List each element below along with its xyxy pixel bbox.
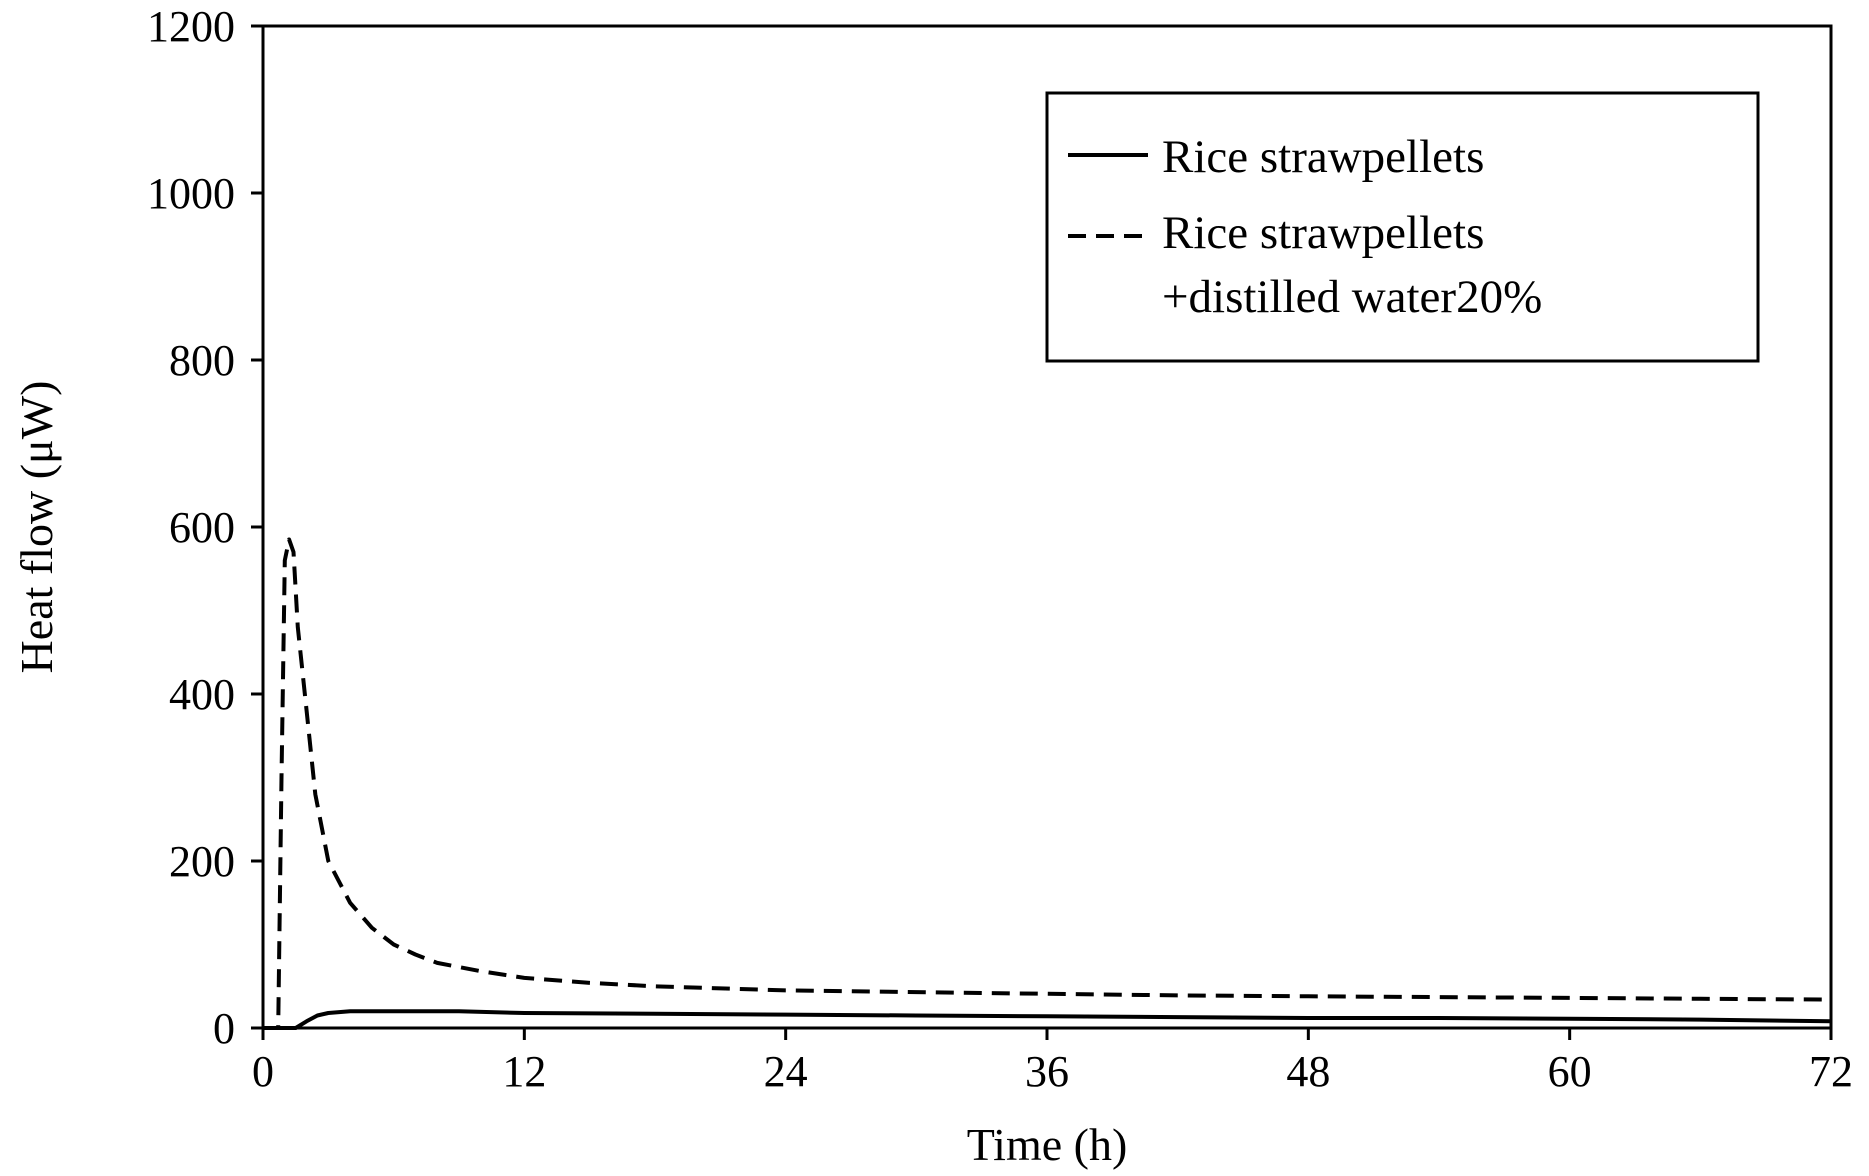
x-tick-label: 36 bbox=[1025, 1047, 1069, 1096]
y-tick-label: 400 bbox=[169, 670, 235, 719]
series-line-rice-strawpellets-water bbox=[263, 537, 1832, 1030]
y-tick-label: 1200 bbox=[147, 2, 235, 51]
y-tick-label: 0 bbox=[213, 1004, 235, 1053]
y-tick-label: 600 bbox=[169, 503, 235, 552]
legend: Rice strawpellets Rice strawpellets +dis… bbox=[1045, 91, 1760, 363]
x-tick-label: 72 bbox=[1809, 1047, 1853, 1096]
y-axis-title: Heat flow (μW) bbox=[11, 381, 62, 674]
y-tick-label: 1000 bbox=[147, 169, 235, 218]
legend-entry-1-label-line1: Rice strawpellets bbox=[1162, 207, 1484, 259]
x-tick-label: 12 bbox=[502, 1047, 546, 1096]
legend-entry-0-label: Rice strawpellets bbox=[1162, 131, 1484, 183]
series-line-rice-strawpellets bbox=[263, 1009, 1832, 1030]
y-axis-ticks: 0 200 400 600 800 1000 1200 bbox=[147, 2, 263, 1053]
x-axis-ticks: 0 12 24 36 48 60 72 bbox=[252, 1028, 1853, 1096]
x-tick-label: 0 bbox=[252, 1047, 274, 1096]
x-tick-label: 60 bbox=[1548, 1047, 1592, 1096]
x-tick-label: 48 bbox=[1286, 1047, 1330, 1096]
series-layer bbox=[263, 537, 1832, 1030]
legend-entry-1-label-line2: +distilled water20% bbox=[1162, 271, 1542, 323]
y-tick-label: 200 bbox=[169, 837, 235, 886]
x-tick-label: 24 bbox=[764, 1047, 808, 1096]
legend-box bbox=[1045, 91, 1760, 363]
y-tick-label: 800 bbox=[169, 336, 235, 385]
x-axis-title: Time (h) bbox=[967, 1119, 1128, 1170]
